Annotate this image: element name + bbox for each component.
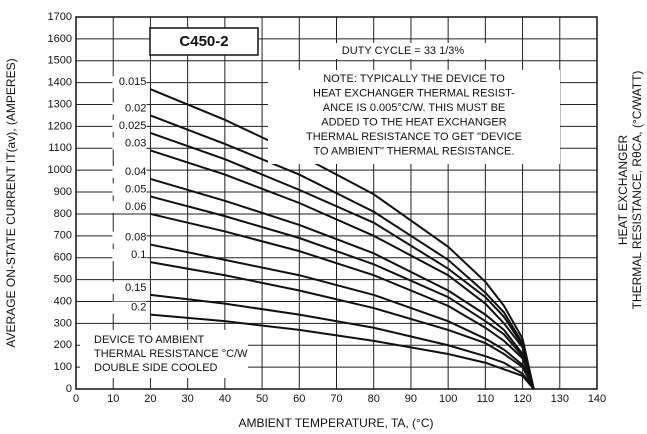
y-tick-label: 400	[54, 295, 72, 307]
y-tick-label: 900	[54, 186, 72, 198]
y-tick-label: 500	[54, 273, 72, 285]
x-tick-label: 140	[588, 393, 606, 405]
label-bg	[112, 249, 147, 262]
curve	[150, 114, 535, 390]
plot-frame	[75, 16, 598, 390]
subtitle-bg	[318, 43, 488, 59]
legend-label: 0.05	[125, 183, 146, 195]
legend-label: 0.08	[125, 231, 146, 243]
legend-title: THERMAL RESISTANCE °C/W	[94, 348, 248, 360]
legend-label: 0.04	[125, 166, 146, 178]
y-tick-label: 300	[54, 317, 72, 329]
y-tick-label: 100	[54, 361, 72, 373]
y-tick-label: 0	[66, 383, 72, 395]
curve	[150, 293, 535, 390]
note-box	[268, 70, 560, 164]
curve	[150, 313, 535, 390]
y2-axis-label: HEAT EXCHANGER	[616, 135, 630, 246]
label-bg	[112, 76, 147, 89]
y-tick-label: 600	[54, 252, 72, 264]
curve	[150, 195, 535, 390]
x-axis-label: AMBIENT TEMPERATURE, TA, (°C)	[238, 416, 433, 430]
x-tick-label: 40	[219, 393, 231, 405]
y-tick-label: 1100	[48, 142, 72, 154]
x-tick-label: 30	[182, 393, 194, 405]
y2-axis-label: THERMAL RESISTANCE, RθCA, (°C/WATT)	[630, 71, 644, 310]
label-bg	[112, 102, 147, 115]
x-tick-label: 0	[73, 393, 79, 405]
y-tick-label: 1300	[48, 98, 72, 110]
curve	[150, 243, 535, 390]
note-line: THERMAL RESISTANCE TO GET "DEVICE	[306, 131, 522, 143]
note-line: ADDED TO THE HEAT EXCHANGER	[321, 116, 506, 128]
legend-label: 0.06	[125, 201, 146, 213]
note-line: HEAT EXCHANGER THERMAL RESIST-	[313, 87, 515, 99]
x-tick-label: 80	[368, 393, 380, 405]
x-tick-label: 70	[330, 393, 342, 405]
label-bg	[112, 200, 147, 213]
x-tick-label: 10	[107, 393, 119, 405]
y-tick-label: 1700	[48, 11, 72, 23]
title: C450-2	[179, 33, 228, 50]
legend-label: 0.2	[131, 302, 146, 314]
label-bg	[112, 281, 147, 294]
legend-title: DOUBLE SIDE COOLED	[94, 362, 218, 374]
y-tick-label: 1600	[48, 33, 72, 45]
y-axis-label: AVERAGE ON-STATE CURRENT IT(av), (AMPERE…	[4, 58, 18, 347]
subtitle: DUTY CYCLE = 33 1/3%	[342, 45, 465, 57]
legend-label: 0.025	[119, 120, 147, 132]
legend-label: 0.1	[131, 249, 146, 261]
title-box	[149, 27, 259, 56]
y-tick-label: 1200	[48, 120, 72, 132]
legend-label: 0.015	[119, 76, 147, 88]
legend-label: 0.15	[125, 282, 146, 294]
y-tick-label: 1000	[48, 164, 72, 176]
label-bg	[112, 301, 147, 314]
label-bg	[112, 119, 147, 132]
label-bg	[112, 137, 147, 150]
x-tick-label: 100	[439, 393, 457, 405]
y-tick-label: 800	[54, 208, 72, 220]
y-tick-label: 1400	[48, 77, 72, 89]
legend-label: 0.02	[125, 102, 146, 114]
label-bg	[112, 183, 147, 196]
note-line: TO AMBIENT" THERMAL RESISTANCE.	[314, 145, 515, 157]
legend-box	[80, 330, 248, 378]
note-line: ANCE IS 0.005°C/W. THIS MUST BE	[323, 102, 506, 114]
x-tick-label: 90	[405, 393, 417, 405]
note-line: NOTE: TYPICALLY THE DEVICE TO	[323, 73, 505, 85]
curve	[150, 132, 535, 390]
curve	[150, 177, 535, 390]
x-tick-label: 60	[293, 393, 305, 405]
y-tick-label: 1500	[48, 55, 72, 67]
curve	[150, 261, 535, 390]
x-tick-label: 20	[144, 393, 156, 405]
label-bg	[112, 165, 147, 178]
legend-label: 0.03	[125, 137, 146, 149]
curve	[150, 88, 535, 390]
x-tick-label: 130	[551, 393, 569, 405]
legend-title: DEVICE TO AMBIENT	[94, 334, 205, 346]
curve	[150, 212, 535, 390]
y-tick-label: 200	[54, 339, 72, 351]
label-bg	[112, 231, 147, 244]
x-tick-label: 120	[513, 393, 531, 405]
y-tick-label: 700	[54, 230, 72, 242]
x-tick-label: 110	[477, 393, 495, 405]
curve	[150, 149, 535, 390]
x-tick-label: 50	[256, 393, 268, 405]
